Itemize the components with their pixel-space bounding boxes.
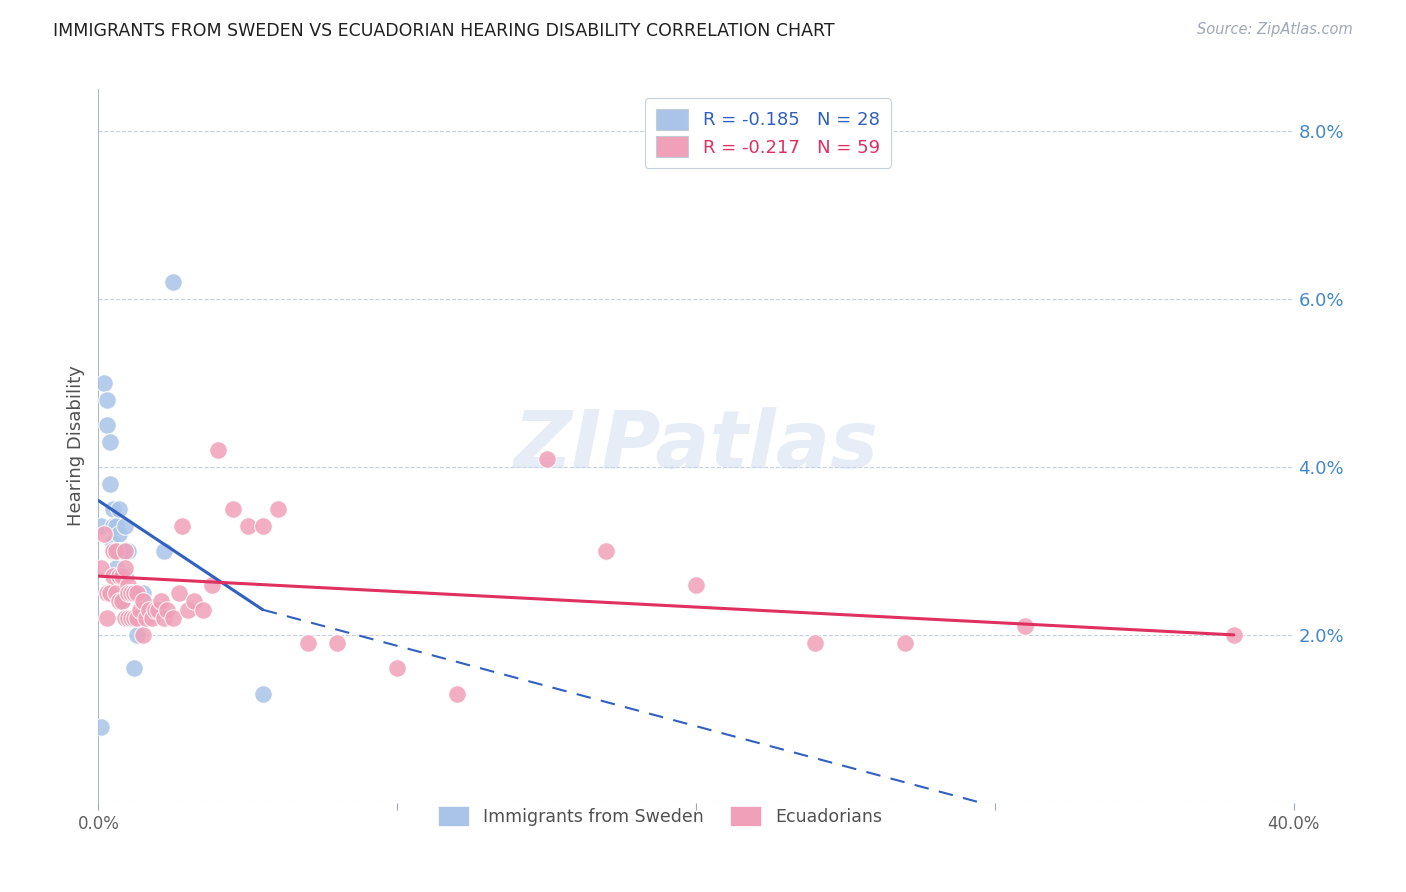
- Point: [96, 611, 118, 625]
- Point: [127, 611, 149, 625]
- Point: [103, 518, 125, 533]
- Point: [894, 636, 917, 650]
- Point: [162, 275, 184, 289]
- Point: [148, 603, 170, 617]
- Point: [177, 603, 200, 617]
- Point: [98, 434, 122, 449]
- Point: [111, 594, 134, 608]
- Point: [103, 502, 125, 516]
- Point: [117, 611, 139, 625]
- Point: [595, 544, 617, 558]
- Point: [385, 661, 409, 675]
- Point: [111, 594, 134, 608]
- Point: [132, 628, 155, 642]
- Point: [96, 586, 118, 600]
- Point: [153, 611, 176, 625]
- Point: [120, 611, 142, 625]
- Point: [93, 376, 115, 390]
- Point: [685, 577, 707, 591]
- Point: [117, 611, 139, 625]
- Point: [124, 611, 146, 625]
- Legend: Immigrants from Sweden, Ecuadorians: Immigrants from Sweden, Ecuadorians: [432, 799, 889, 833]
- Point: [252, 518, 274, 533]
- Point: [132, 594, 155, 608]
- Point: [297, 636, 319, 650]
- Point: [143, 603, 166, 617]
- Point: [207, 443, 229, 458]
- Point: [108, 544, 131, 558]
- Point: [124, 661, 146, 675]
- Point: [114, 611, 136, 625]
- Point: [105, 544, 128, 558]
- Point: [167, 586, 190, 600]
- Point: [105, 586, 128, 600]
- Point: [135, 611, 157, 625]
- Point: [1014, 619, 1036, 633]
- Y-axis label: Hearing Disability: Hearing Disability: [66, 366, 84, 526]
- Point: [127, 586, 149, 600]
- Point: [108, 594, 131, 608]
- Point: [96, 392, 118, 407]
- Text: ZIPatlas: ZIPatlas: [513, 407, 879, 485]
- Text: IMMIGRANTS FROM SWEDEN VS ECUADORIAN HEARING DISABILITY CORRELATION CHART: IMMIGRANTS FROM SWEDEN VS ECUADORIAN HEA…: [53, 22, 835, 40]
- Point: [96, 417, 118, 432]
- Point: [162, 611, 184, 625]
- Point: [326, 636, 349, 650]
- Point: [114, 560, 136, 574]
- Point: [132, 586, 155, 600]
- Point: [103, 535, 125, 549]
- Point: [98, 586, 122, 600]
- Point: [804, 636, 827, 650]
- Point: [138, 603, 160, 617]
- Point: [90, 560, 112, 574]
- Point: [129, 603, 152, 617]
- Point: [1223, 628, 1246, 642]
- Point: [150, 594, 173, 608]
- Point: [153, 544, 176, 558]
- Point: [93, 527, 115, 541]
- Point: [108, 502, 131, 516]
- Point: [236, 518, 259, 533]
- Point: [201, 577, 224, 591]
- Point: [191, 603, 214, 617]
- Point: [108, 527, 131, 541]
- Point: [114, 544, 136, 558]
- Point: [103, 544, 125, 558]
- Point: [141, 611, 163, 625]
- Point: [252, 687, 274, 701]
- Point: [267, 502, 290, 516]
- Point: [98, 476, 122, 491]
- Text: Source: ZipAtlas.com: Source: ZipAtlas.com: [1197, 22, 1353, 37]
- Point: [222, 502, 245, 516]
- Point: [536, 451, 558, 466]
- Point: [117, 577, 139, 591]
- Point: [124, 586, 146, 600]
- Point: [117, 586, 139, 600]
- Point: [105, 560, 128, 574]
- Point: [127, 628, 149, 642]
- Point: [111, 569, 134, 583]
- Point: [103, 569, 125, 583]
- Point: [90, 720, 112, 734]
- Point: [108, 569, 131, 583]
- Point: [111, 544, 134, 558]
- Point: [446, 687, 468, 701]
- Point: [105, 518, 128, 533]
- Point: [90, 518, 112, 533]
- Point: [114, 569, 136, 583]
- Point: [183, 594, 205, 608]
- Point: [120, 611, 142, 625]
- Point: [172, 518, 194, 533]
- Point: [117, 544, 139, 558]
- Point: [120, 586, 142, 600]
- Point: [156, 603, 179, 617]
- Point: [114, 518, 136, 533]
